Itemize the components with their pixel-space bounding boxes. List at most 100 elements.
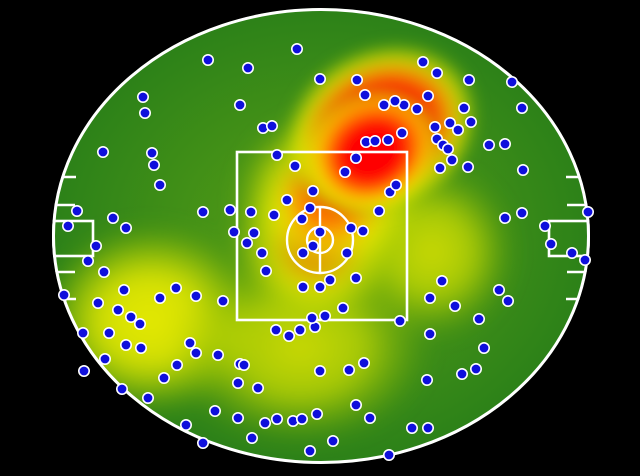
- event-marker[interactable]: [410, 103, 423, 116]
- event-marker[interactable]: [197, 206, 210, 219]
- event-marker[interactable]: [246, 431, 259, 444]
- event-marker[interactable]: [435, 274, 448, 287]
- event-marker[interactable]: [462, 74, 475, 87]
- event-marker[interactable]: [423, 327, 436, 340]
- event-marker[interactable]: [267, 209, 280, 222]
- event-marker[interactable]: [338, 166, 351, 179]
- event-marker[interactable]: [270, 412, 283, 425]
- event-marker[interactable]: [389, 179, 402, 192]
- event-marker[interactable]: [209, 404, 222, 417]
- event-marker[interactable]: [501, 294, 514, 307]
- event-marker[interactable]: [97, 146, 110, 159]
- event-marker[interactable]: [336, 301, 349, 314]
- event-marker[interactable]: [90, 240, 103, 253]
- event-marker[interactable]: [228, 226, 241, 239]
- event-marker[interactable]: [78, 364, 91, 377]
- event-marker[interactable]: [423, 291, 436, 304]
- event-marker[interactable]: [212, 348, 225, 361]
- event-marker[interactable]: [303, 444, 316, 457]
- event-marker[interactable]: [112, 303, 125, 316]
- event-marker[interactable]: [357, 356, 370, 369]
- event-marker[interactable]: [420, 373, 433, 386]
- event-marker[interactable]: [180, 418, 193, 431]
- event-marker[interactable]: [318, 309, 331, 322]
- event-marker[interactable]: [107, 212, 120, 225]
- event-marker[interactable]: [99, 352, 112, 365]
- event-marker[interactable]: [265, 120, 278, 133]
- event-marker[interactable]: [293, 323, 306, 336]
- event-marker[interactable]: [565, 247, 578, 260]
- event-marker[interactable]: [270, 149, 283, 162]
- event-marker[interactable]: [217, 294, 230, 307]
- event-marker[interactable]: [120, 222, 133, 235]
- event-marker[interactable]: [190, 289, 203, 302]
- event-marker[interactable]: [158, 371, 171, 384]
- event-marker[interactable]: [305, 311, 318, 324]
- event-marker[interactable]: [61, 220, 74, 233]
- event-marker[interactable]: [118, 283, 131, 296]
- event-marker[interactable]: [349, 152, 362, 165]
- event-marker[interactable]: [82, 255, 95, 268]
- event-marker[interactable]: [242, 61, 255, 74]
- event-marker[interactable]: [232, 411, 245, 424]
- event-marker[interactable]: [393, 314, 406, 327]
- event-marker[interactable]: [306, 185, 319, 198]
- event-marker[interactable]: [498, 212, 511, 225]
- event-marker[interactable]: [461, 161, 474, 174]
- event-marker[interactable]: [538, 220, 551, 233]
- event-marker[interactable]: [323, 273, 336, 286]
- event-marker[interactable]: [498, 138, 511, 151]
- event-marker[interactable]: [326, 434, 339, 447]
- event-marker[interactable]: [245, 206, 258, 219]
- event-marker[interactable]: [382, 448, 395, 461]
- event-marker[interactable]: [154, 291, 167, 304]
- event-marker[interactable]: [57, 288, 70, 301]
- event-marker[interactable]: [441, 143, 454, 156]
- event-marker[interactable]: [477, 341, 490, 354]
- event-marker[interactable]: [190, 346, 203, 359]
- event-marker[interactable]: [154, 179, 167, 192]
- event-marker[interactable]: [295, 213, 308, 226]
- event-marker[interactable]: [120, 338, 133, 351]
- event-marker[interactable]: [202, 53, 215, 66]
- event-marker[interactable]: [581, 206, 594, 219]
- event-marker[interactable]: [515, 207, 528, 220]
- event-marker[interactable]: [313, 364, 326, 377]
- event-marker[interactable]: [139, 107, 152, 120]
- event-marker[interactable]: [349, 271, 362, 284]
- event-marker[interactable]: [238, 358, 251, 371]
- event-marker[interactable]: [443, 117, 456, 130]
- event-marker[interactable]: [516, 164, 529, 177]
- event-marker[interactable]: [77, 326, 90, 339]
- event-marker[interactable]: [234, 99, 247, 112]
- event-marker[interactable]: [377, 99, 390, 112]
- event-marker[interactable]: [310, 407, 323, 420]
- event-marker[interactable]: [388, 95, 401, 108]
- event-marker[interactable]: [451, 124, 464, 137]
- event-marker[interactable]: [259, 264, 272, 277]
- event-marker[interactable]: [142, 391, 155, 404]
- event-marker[interactable]: [184, 336, 197, 349]
- event-marker[interactable]: [137, 91, 150, 104]
- event-marker[interactable]: [395, 127, 408, 140]
- event-marker[interactable]: [288, 160, 301, 173]
- event-marker[interactable]: [258, 416, 271, 429]
- event-marker[interactable]: [303, 202, 316, 215]
- event-marker[interactable]: [544, 238, 557, 251]
- event-marker[interactable]: [457, 102, 470, 115]
- event-marker[interactable]: [296, 280, 309, 293]
- event-marker[interactable]: [313, 226, 326, 239]
- event-marker[interactable]: [448, 299, 461, 312]
- event-marker[interactable]: [344, 222, 357, 235]
- event-marker[interactable]: [578, 254, 591, 267]
- event-marker[interactable]: [92, 296, 105, 309]
- event-marker[interactable]: [148, 159, 161, 172]
- event-marker[interactable]: [313, 73, 326, 86]
- event-marker[interactable]: [313, 280, 326, 293]
- event-marker[interactable]: [248, 227, 261, 240]
- event-marker[interactable]: [269, 323, 282, 336]
- event-marker[interactable]: [71, 205, 84, 218]
- event-marker[interactable]: [469, 362, 482, 375]
- event-marker[interactable]: [433, 162, 446, 175]
- event-marker[interactable]: [134, 317, 147, 330]
